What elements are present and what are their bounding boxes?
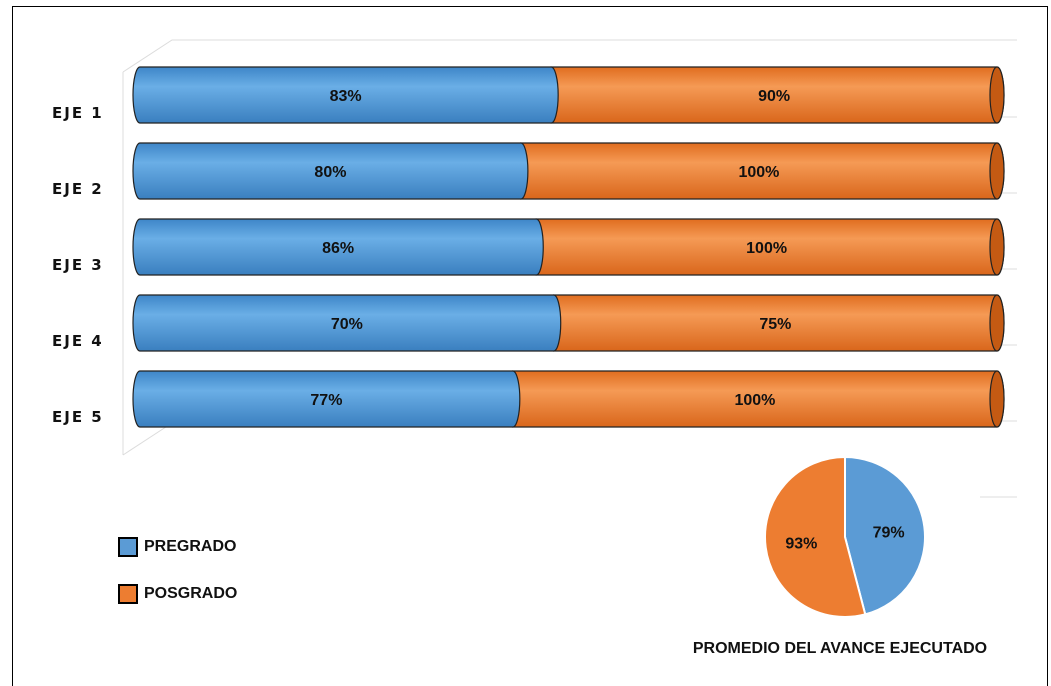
pie-label-posgrado: 93%: [785, 536, 817, 553]
pie-title: PROMEDIO DEL AVANCE EJECUTADO: [692, 640, 988, 657]
legend-swatch-posgrado: [118, 584, 138, 604]
pie-label-pregrado: 79%: [873, 524, 905, 541]
bar-cap-1: [989, 66, 1005, 124]
data-label-pregrado-4: 70%: [331, 316, 363, 333]
legend-swatch-pregrado: [118, 537, 138, 557]
bar-pregrado-4: [132, 294, 562, 352]
data-label-pregrado-5: 77%: [310, 392, 342, 409]
category-label-5: EJE 5: [52, 408, 104, 426]
bar-cap-4: [989, 294, 1005, 352]
bar-cap-3: [989, 218, 1005, 276]
data-label-pregrado-1: 83%: [330, 88, 362, 105]
category-label-4: EJE 4: [52, 332, 104, 350]
bar-cap-5: [989, 370, 1005, 428]
data-label-pregrado-3: 86%: [322, 240, 354, 257]
legend-label-posgrado: POSGRADO: [144, 585, 238, 602]
legend-item-pregrado: PREGRADO: [118, 537, 236, 557]
data-label-pregrado-2: 80%: [314, 164, 346, 181]
category-label-3: EJE 3: [52, 256, 104, 274]
chart-frame: [12, 6, 1048, 686]
pie-slice-posgrado: [764, 455, 867, 618]
data-label-posgrado-1: 90%: [758, 88, 790, 105]
bar-pregrado-5: [132, 370, 521, 428]
data-label-posgrado-5: 100%: [734, 392, 775, 409]
pie-slice-pregrado: [844, 455, 926, 616]
data-label-posgrado-3: 100%: [746, 240, 787, 257]
category-label-2: EJE 2: [52, 180, 104, 198]
data-label-posgrado-2: 100%: [738, 164, 779, 181]
legend-item-posgrado: POSGRADO: [118, 584, 237, 604]
bar-pregrado-3: [132, 218, 544, 276]
bar-cap-2: [989, 142, 1005, 200]
bar-pregrado-1: [132, 66, 559, 124]
data-label-posgrado-4: 75%: [759, 316, 791, 333]
legend-label-pregrado: PREGRADO: [144, 538, 237, 555]
bar-pregrado-2: [132, 142, 529, 200]
category-label-1: EJE 1: [52, 104, 104, 122]
